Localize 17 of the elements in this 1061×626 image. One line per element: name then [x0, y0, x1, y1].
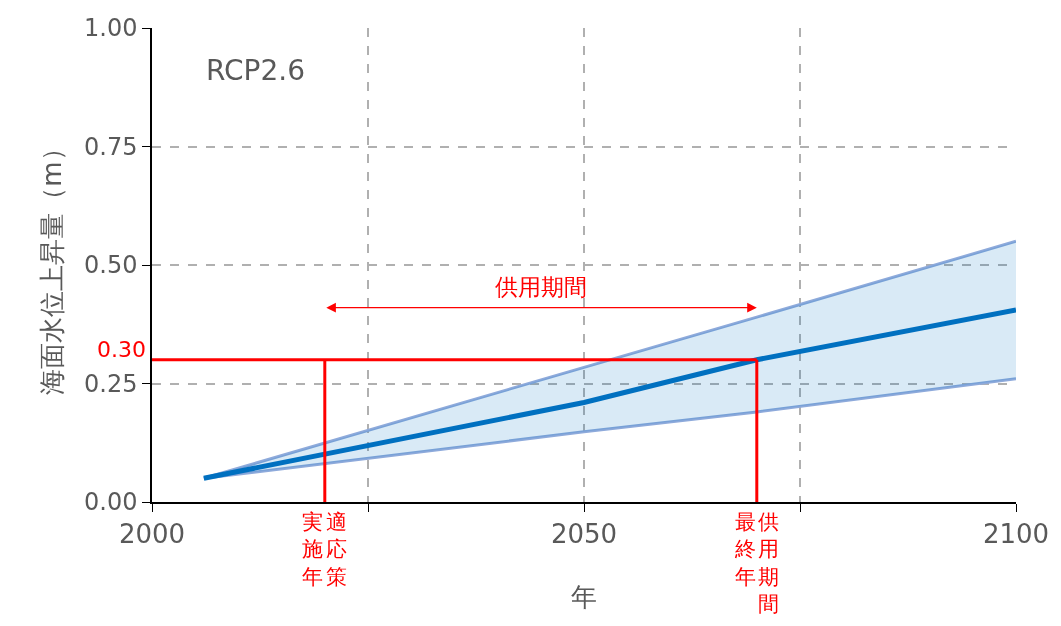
y-tick-label: 0.75	[84, 132, 138, 161]
x-tick-label: 2000	[118, 518, 186, 549]
ref-line-label: 0.30	[97, 337, 146, 362]
x-tick-label: 2100	[982, 518, 1050, 549]
text: 適応策	[326, 510, 347, 589]
x-tick-label: 2050	[550, 518, 618, 549]
annotation: 供用期間	[495, 274, 587, 300]
x-axis-title: 年	[571, 582, 597, 613]
annotation: RCP2.6	[206, 54, 306, 87]
text: 供用期間	[758, 510, 779, 616]
y-tick-label: 1.00	[84, 14, 138, 43]
text: 実施年	[302, 510, 323, 589]
y-tick-label: 0.25	[84, 369, 138, 398]
y-axis-title: 海面水位上昇量（m）	[36, 135, 67, 395]
y-tick-label: 0.50	[84, 251, 138, 280]
y-tick-label: 0.00	[84, 488, 138, 517]
text: 最終年	[734, 510, 756, 589]
